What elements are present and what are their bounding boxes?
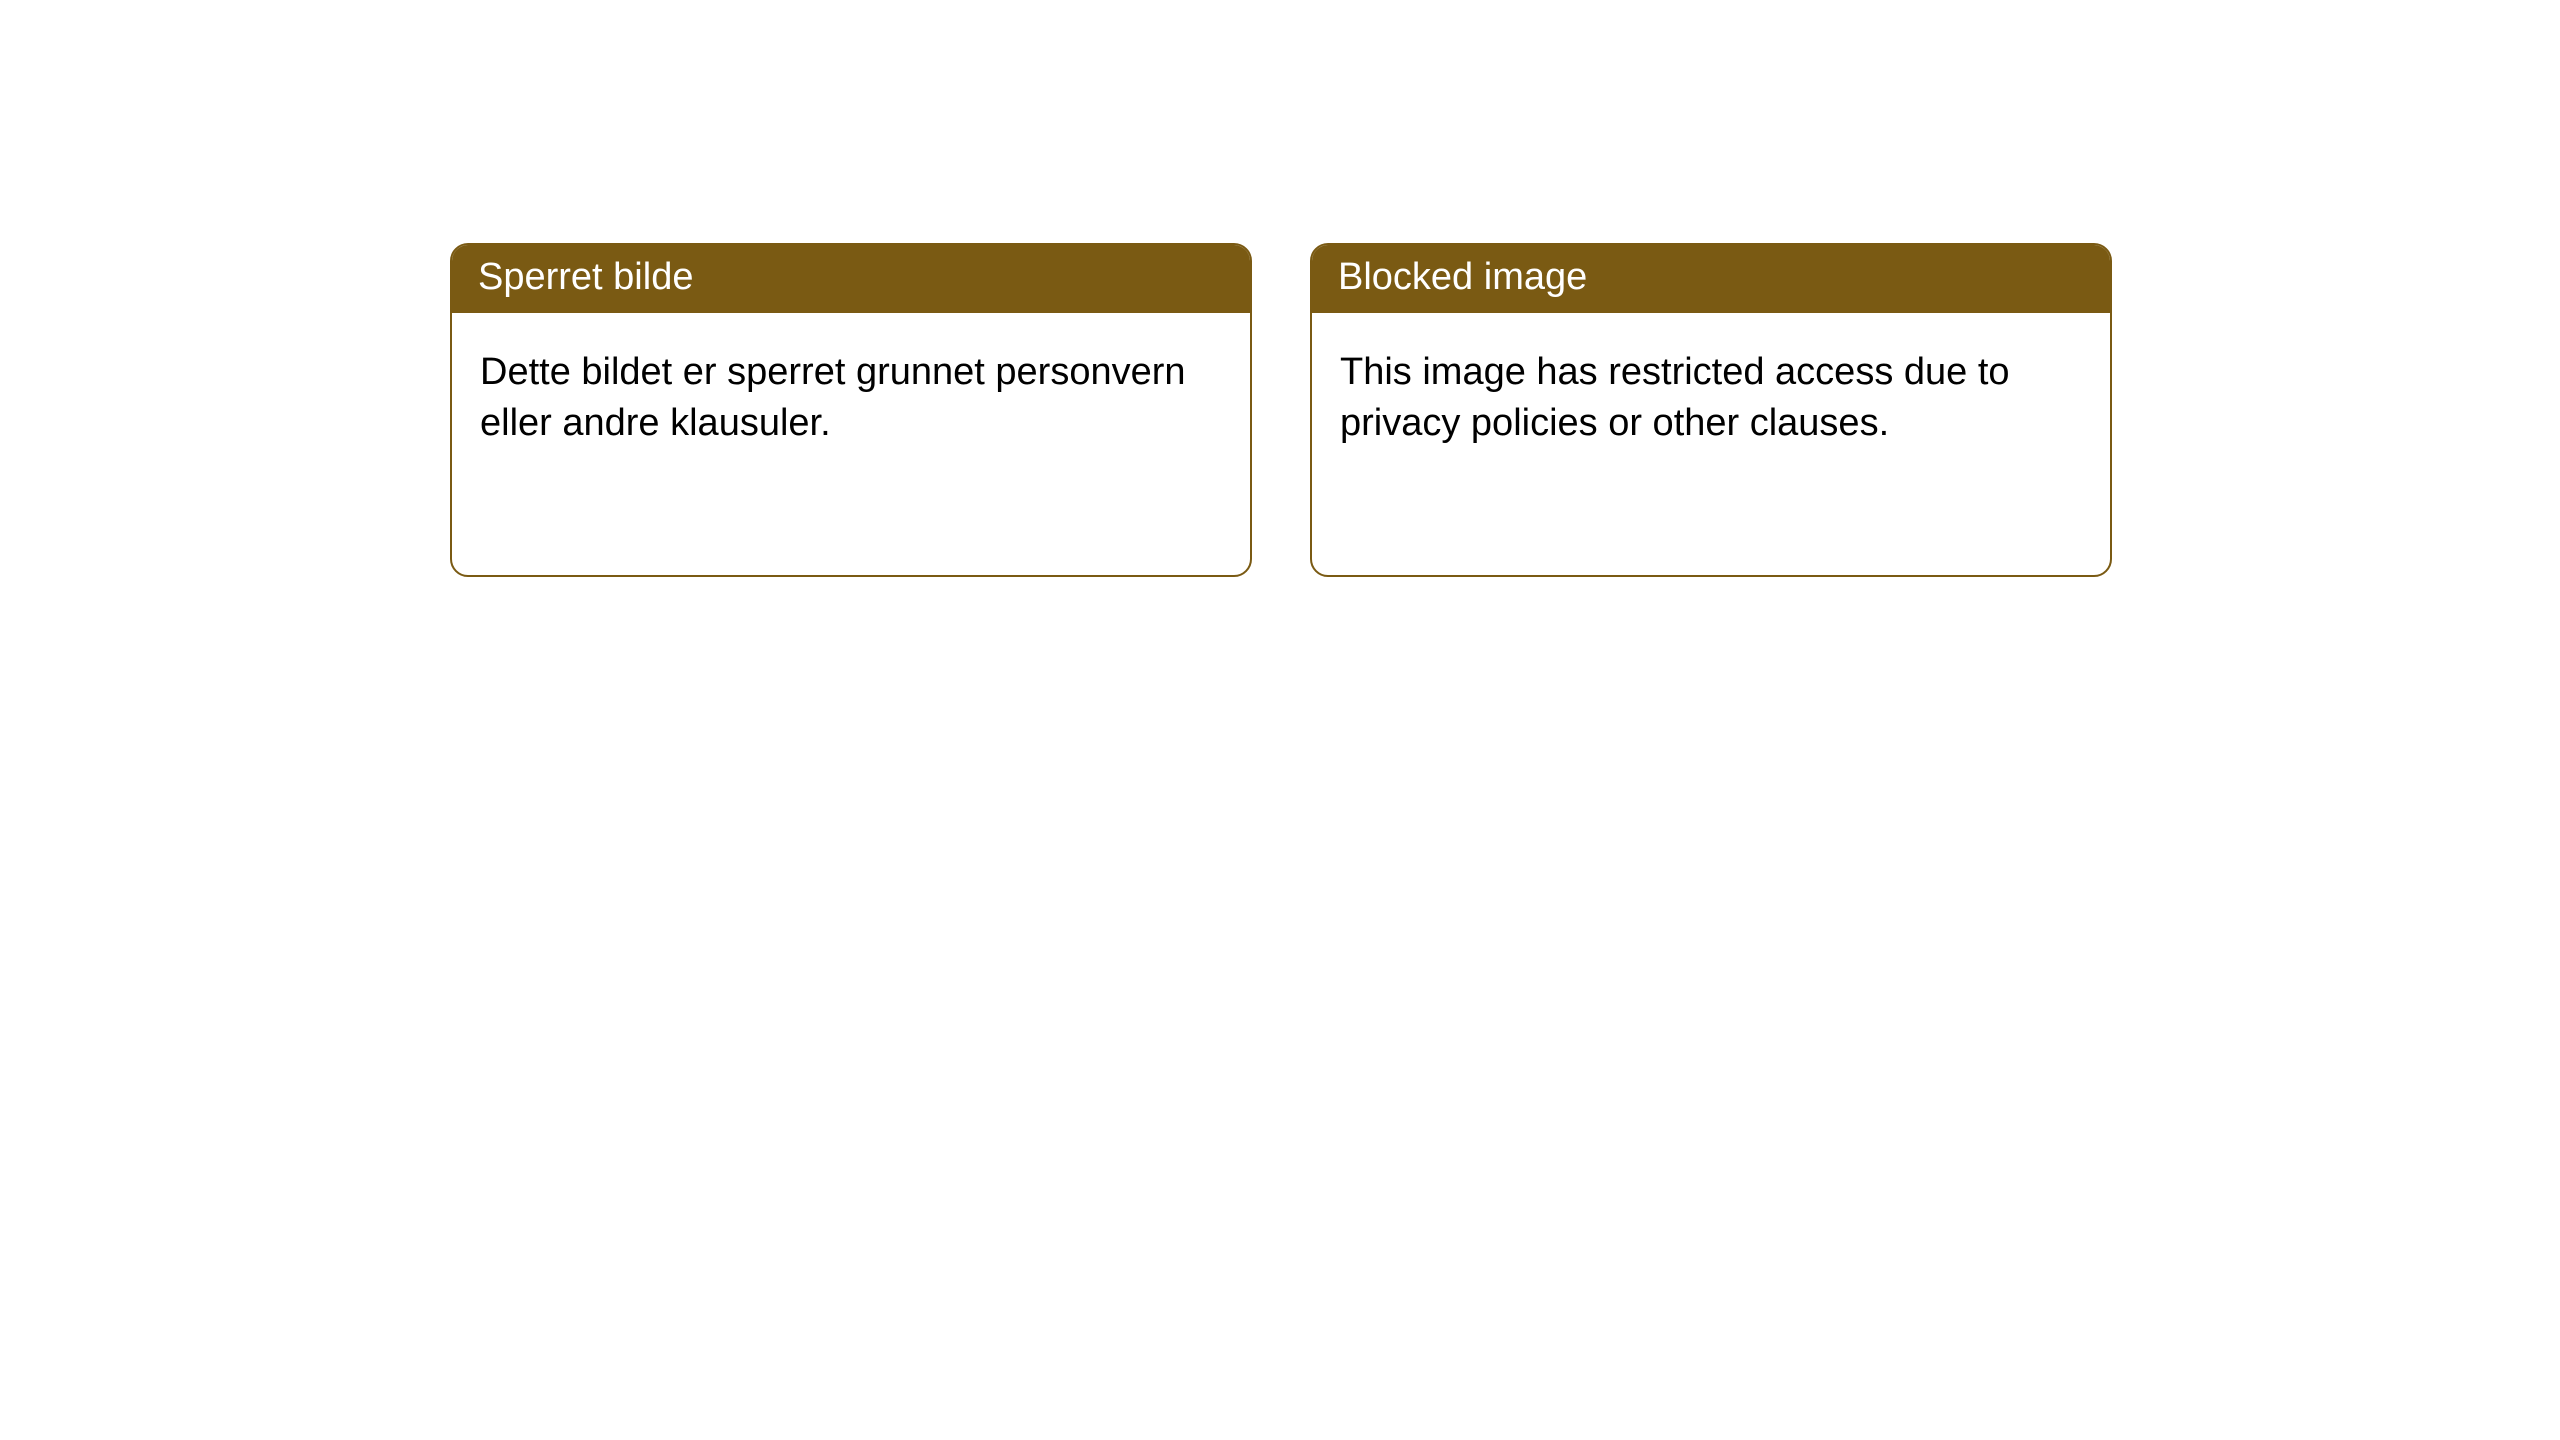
notice-card-body: This image has restricted access due to … [1312, 313, 2110, 484]
notice-card-title: Blocked image [1312, 245, 2110, 313]
notice-card-english: Blocked image This image has restricted … [1310, 243, 2112, 577]
notice-cards-container: Sperret bilde Dette bildet er sperret gr… [0, 0, 2560, 577]
notice-card-norwegian: Sperret bilde Dette bildet er sperret gr… [450, 243, 1252, 577]
notice-card-body: Dette bildet er sperret grunnet personve… [452, 313, 1250, 484]
notice-card-title: Sperret bilde [452, 245, 1250, 313]
